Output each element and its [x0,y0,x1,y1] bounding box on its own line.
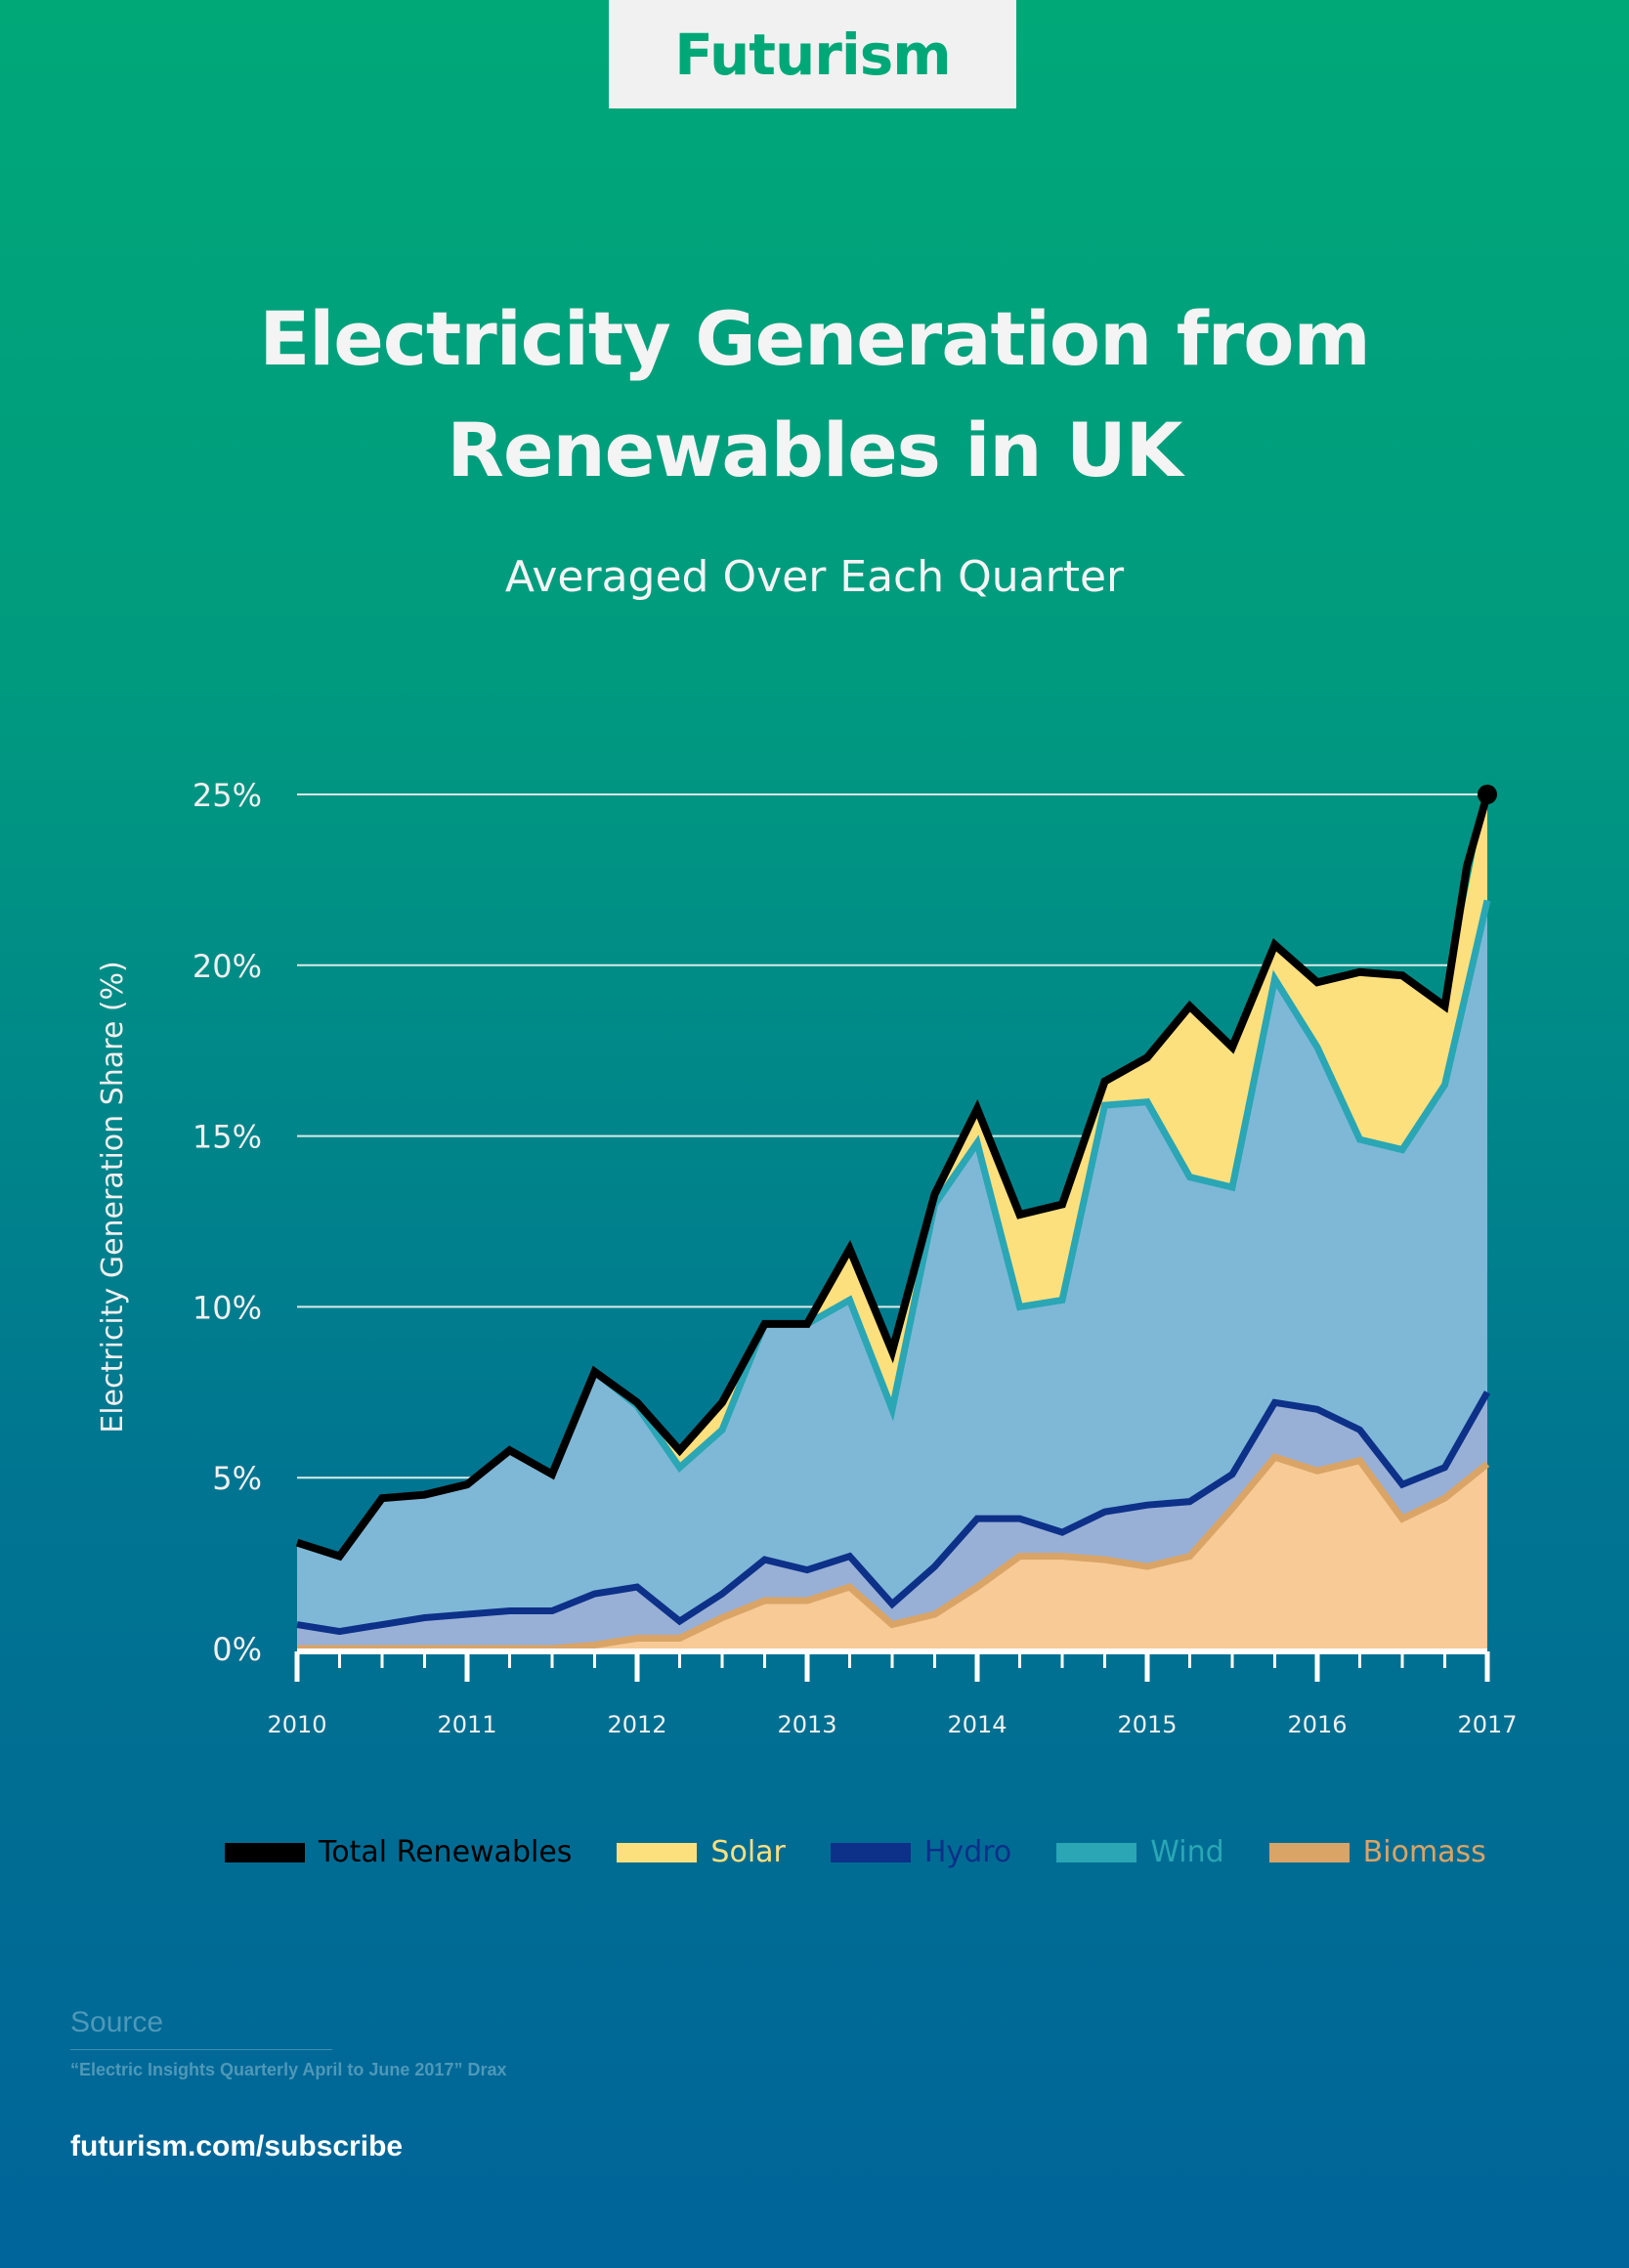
x-tick-label: 2010 [267,1711,326,1738]
subscribe-link[interactable]: futurism.com/subscribe [70,2130,404,2162]
title-line-1: Electricity Generation from [259,295,1370,382]
source-citation: “Electric Insights Quarterly April to Ju… [70,2060,507,2079]
legend-item-solar: Solar [617,1835,786,1869]
source-divider [70,2049,332,2050]
legend-label: Biomass [1362,1835,1486,1869]
y-tick-label: 0% [212,1631,262,1668]
y-tick-label: 15% [193,1119,262,1156]
stacked-areas [297,791,1487,1648]
chart-title: Electricity Generation from Renewables i… [0,283,1629,506]
area-hydro [297,1391,1487,1648]
x-tick-label: 2015 [1117,1711,1177,1738]
x-tick-label: 2011 [437,1711,496,1738]
x-tick-label: 2016 [1287,1711,1347,1738]
logo-box: Futurism [609,0,1016,108]
y-tick-label: 5% [212,1460,262,1497]
x-tick-label: 2017 [1457,1711,1517,1738]
legend-label: Wind [1150,1835,1224,1869]
source-title: Source [70,2006,164,2038]
y-tick-label: 20% [193,948,262,985]
x-tick-label: 2014 [947,1711,1007,1738]
legend-item-wind: Wind [1056,1835,1224,1869]
legend: Total Renewables Solar Hydro Wind Biomass [225,1835,1531,1869]
legend-swatch [617,1842,698,1862]
x-tick-label: 2012 [607,1711,666,1738]
legend-item-biomass: Biomass [1268,1835,1486,1869]
y-tick-label: 25% [193,777,262,814]
legend-item-total-renewables: Total Renewables [225,1835,572,1869]
legend-label: Hydro [923,1835,1012,1869]
legend-label: Total Renewables [319,1835,573,1869]
y-tick-label: 10% [193,1289,262,1326]
legend-swatch [1056,1842,1137,1862]
area-biomass [297,1457,1487,1648]
legend-label: Solar [710,1835,786,1869]
total-endpoint-marker [1478,785,1497,804]
legend-swatch [830,1842,911,1862]
y-axis-title: Electricity Generation Share (%) [96,961,130,1433]
legend-swatch [225,1842,305,1862]
area-chart: 0%5%10%15%20%25% 2010 2011 2012 2013 2014 201… [96,777,1518,1738]
legend-item-hydro: Hydro [830,1835,1012,1869]
futurism-logo: Futurism [674,21,951,88]
line-hydro [296,1391,1491,1636]
x-tick-label: 2013 [777,1711,836,1738]
chart-subtitle: Averaged Over Each Quarter [504,552,1125,602]
title-line-2: Renewables in UK [447,407,1182,493]
x-tick-labels: 2010 2011 2012 2013 2014 2015 2016 2017 [267,1711,1517,1738]
y-tick-labels: 0% 5% 10% 15% 20% 25% [193,777,262,1668]
area-wind [297,900,1487,1632]
legend-swatch [1268,1842,1350,1862]
axes [294,1648,1490,1682]
line-total-renewables [295,792,1491,1562]
